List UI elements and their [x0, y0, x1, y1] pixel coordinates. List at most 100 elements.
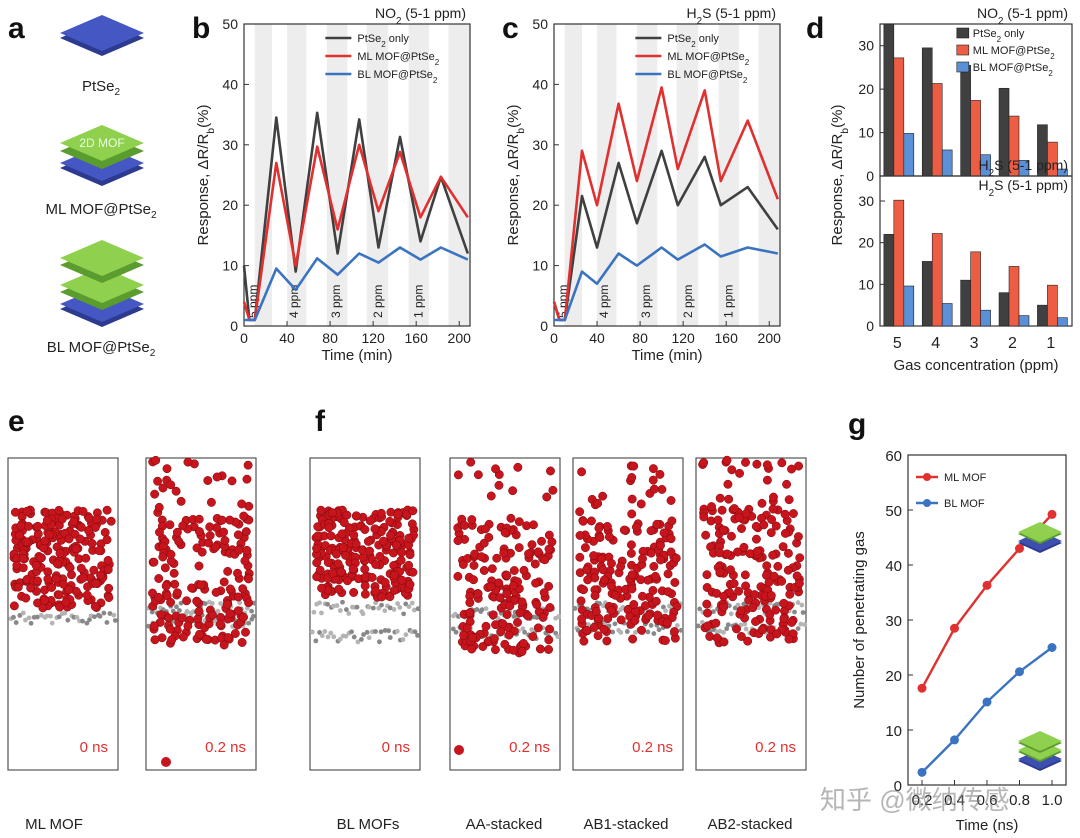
- gas-molecule: [237, 638, 247, 647]
- legend-label: ML MOF: [944, 472, 987, 484]
- gas-molecule: [715, 567, 725, 577]
- gas-molecule: [772, 629, 782, 639]
- gas-molecule: [462, 623, 472, 633]
- membrane-atom: [406, 604, 412, 610]
- gas-molecule: [26, 583, 36, 593]
- gas-molecule: [794, 578, 804, 588]
- gas-molecule: [509, 645, 518, 655]
- gas-molecule: [576, 596, 586, 606]
- gas-molecule: [528, 632, 538, 642]
- membrane-atom: [87, 617, 92, 623]
- membrane-atom: [728, 611, 734, 617]
- ppm-label: 4 ppm: [287, 285, 301, 318]
- gas-molecule: [222, 599, 232, 609]
- gas-molecule: [785, 589, 795, 599]
- gas-molecule: [544, 544, 554, 554]
- gas-molecule: [777, 576, 787, 586]
- gas-molecule: [666, 496, 676, 505]
- gas-band: [287, 24, 307, 326]
- gas-molecule: [767, 515, 777, 524]
- membrane-atom: [379, 602, 384, 608]
- gas-molecule: [504, 630, 514, 640]
- y-tick-label: 40: [222, 76, 238, 92]
- gas-molecule: [43, 574, 53, 584]
- gas-molecule: [102, 535, 112, 545]
- gas-molecule: [342, 576, 352, 586]
- gas-molecule: [762, 460, 772, 470]
- membrane-atom: [325, 634, 331, 640]
- gas-molecule: [762, 561, 772, 571]
- x-axis-label: Time (min): [321, 347, 392, 364]
- gas-molecule: [741, 509, 751, 519]
- x-tick-label: 0.4: [944, 792, 965, 809]
- membrane-atom: [246, 620, 252, 626]
- gas-molecule: [651, 596, 661, 606]
- gas-molecule: [378, 536, 388, 546]
- gas-molecule: [65, 563, 75, 573]
- gas-molecule: [733, 547, 743, 557]
- legend-marker-ml: [923, 473, 931, 481]
- gas-molecule: [533, 623, 543, 633]
- gas-band: [326, 24, 348, 326]
- gas-molecule: [702, 599, 712, 609]
- membrane-atom: [656, 627, 662, 633]
- gas-molecule: [219, 577, 229, 587]
- point-ml: [950, 623, 959, 633]
- gas-molecule: [87, 538, 97, 548]
- gas-molecule: [363, 536, 373, 546]
- ptse2-plate-icon: [60, 15, 144, 56]
- membrane-atom: [534, 615, 540, 621]
- membrane-atom: [798, 621, 804, 627]
- gas-molecule: [225, 515, 235, 525]
- y-tick-label: 10: [222, 258, 238, 274]
- gas-molecule: [380, 577, 390, 587]
- y-tick-label: 30: [858, 38, 874, 54]
- membrane-atom: [351, 634, 357, 640]
- gas-molecule: [735, 468, 745, 478]
- gas-molecule: [211, 587, 221, 597]
- gas-molecule: [365, 546, 375, 556]
- gas-molecule: [55, 602, 65, 612]
- gas-molecule: [348, 564, 358, 574]
- caption-f-bl-mofs: BL MOFs: [336, 816, 400, 833]
- membrane-atom: [337, 636, 343, 642]
- plot-frame: [243, 23, 471, 327]
- membrane-atom: [317, 630, 322, 635]
- point-bl: [950, 735, 959, 745]
- gas-molecule: [771, 521, 781, 531]
- y-axis-label: Response, ΔR/Rb(%): [829, 105, 851, 246]
- gas-molecule: [737, 524, 746, 533]
- x-tick-label: 0: [240, 330, 248, 346]
- gas-molecule: [722, 455, 732, 465]
- x-tick-label: 120: [361, 330, 385, 346]
- gas-molecule: [183, 457, 193, 467]
- membrane-atom: [401, 611, 407, 617]
- gas-molecule: [96, 570, 105, 580]
- gas-molecule: [162, 464, 172, 474]
- membrane-atom: [403, 601, 409, 607]
- gas-molecule: [465, 608, 475, 618]
- x-tick-label: 200: [448, 330, 472, 346]
- membrane-atom: [101, 610, 107, 616]
- gas-molecule: [90, 602, 100, 611]
- membrane-atom: [792, 609, 797, 615]
- gas-molecule: [172, 588, 182, 598]
- gas-molecule: [626, 540, 636, 550]
- gas-molecule: [593, 631, 603, 641]
- membrane-atom: [387, 605, 393, 611]
- gas-molecule: [467, 644, 477, 654]
- gas-molecule: [33, 521, 43, 531]
- gas-molecule: [734, 513, 744, 523]
- gas-molecule: [545, 624, 554, 634]
- gas-molecule: [517, 597, 527, 607]
- subplot-title-inner: H2S (5-1 ppm): [979, 177, 1069, 199]
- membrane-atom: [610, 629, 616, 635]
- penetrated-molecule: [161, 757, 171, 767]
- x-tick-label: 120: [671, 330, 695, 346]
- bl-mof-stack-icon: [60, 240, 144, 327]
- gas-molecule: [360, 564, 370, 574]
- watermark: 知乎 @微纳传感: [820, 785, 1010, 815]
- gas-molecule: [595, 533, 605, 543]
- gas-molecule: [548, 485, 558, 495]
- membrane-atom: [92, 614, 97, 620]
